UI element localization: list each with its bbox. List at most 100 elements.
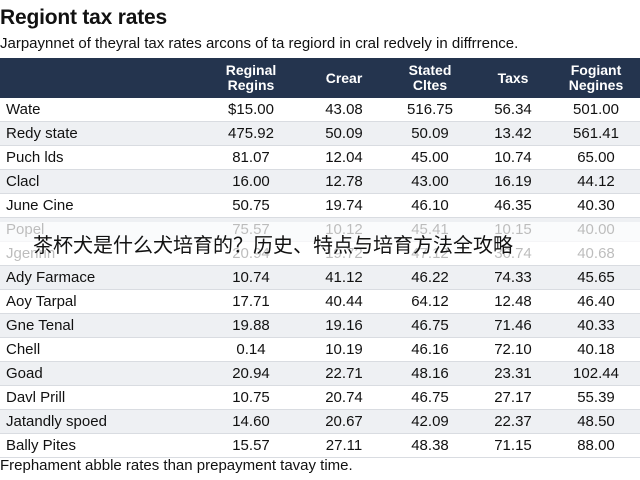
rate-cell: 19.16 bbox=[302, 313, 386, 338]
row-label: Jatandly spoed bbox=[0, 409, 200, 434]
rate-cell: 45.65 bbox=[552, 265, 640, 290]
table-row: Gne Tenal 19.88 19.16 46.75 71.46 40.33 bbox=[0, 313, 640, 338]
caption-overlay-band bbox=[0, 222, 640, 264]
rate-cell: 42.09 bbox=[386, 409, 474, 434]
rate-cell: 64.12 bbox=[386, 289, 474, 314]
rate-cell: 46.16 bbox=[386, 337, 474, 362]
table-row: Wate $15.00 43.08 516.75 56.34 501.00 bbox=[0, 98, 640, 122]
table-row: Chell 0.14 10.19 46.16 72.10 40.18 bbox=[0, 337, 640, 362]
rate-cell: 19.74 bbox=[302, 193, 386, 218]
table-row: Bally Pites 15.57 27.11 48.38 71.15 88.00 bbox=[0, 433, 640, 458]
rate-cell: 46.75 bbox=[386, 313, 474, 338]
rate-cell: 19.88 bbox=[200, 313, 302, 338]
table-row: Ady Farmace 10.74 41.12 46.22 74.33 45.65 bbox=[0, 265, 640, 290]
header-cell-2: Crear bbox=[325, 69, 363, 86]
table-row: Redy state 475.92 50.09 50.09 13.42 561.41 bbox=[0, 121, 640, 146]
header-cell-1: Reginal Regins bbox=[225, 62, 277, 93]
rate-cell: 16.00 bbox=[200, 169, 302, 194]
row-label: Bally Pites bbox=[0, 433, 200, 458]
rate-cell: 13.42 bbox=[474, 121, 552, 146]
rate-cell: 12.78 bbox=[302, 169, 386, 194]
rate-cell: 27.11 bbox=[302, 433, 386, 458]
row-label: Goad bbox=[0, 361, 200, 386]
tax-rate-table: Reginal Regins Crear Stated Cltes Taxs Fogiant… bbox=[0, 58, 640, 458]
rate-cell: 65.00 bbox=[552, 145, 640, 170]
rate-cell: 46.75 bbox=[386, 385, 474, 410]
rate-cell: 20.74 bbox=[302, 385, 386, 410]
rate-cell: 22.37 bbox=[474, 409, 552, 434]
row-label: Puch lds bbox=[0, 145, 200, 170]
rate-cell: 17.71 bbox=[200, 289, 302, 314]
header-cell-4: Taxs bbox=[497, 69, 529, 86]
rate-cell: 516.75 bbox=[386, 98, 474, 122]
row-label: Ady Farmace bbox=[0, 265, 200, 290]
rate-cell: 41.12 bbox=[302, 265, 386, 290]
row-label: Wate bbox=[0, 98, 200, 122]
rate-cell: 56.34 bbox=[474, 98, 552, 122]
rate-cell: 43.08 bbox=[302, 98, 386, 122]
table-row: Jatandly spoed 14.60 20.67 42.09 22.37 48.50 bbox=[0, 409, 640, 434]
rate-cell: 475.92 bbox=[200, 121, 302, 146]
rate-cell: 48.50 bbox=[552, 409, 640, 434]
rate-cell: 81.07 bbox=[200, 145, 302, 170]
table-row: June Cine 50.75 19.74 46.10 46.35 40.30 bbox=[0, 193, 640, 218]
rate-cell: 20.67 bbox=[302, 409, 386, 434]
rate-cell: 12.48 bbox=[474, 289, 552, 314]
header-cell-3: Stated Cltes bbox=[408, 62, 452, 93]
rate-cell: 71.15 bbox=[474, 433, 552, 458]
rate-cell: 23.31 bbox=[474, 361, 552, 386]
rate-cell: 46.35 bbox=[474, 193, 552, 218]
rate-cell: 15.57 bbox=[200, 433, 302, 458]
row-label: Chell bbox=[0, 337, 200, 362]
rate-cell: 43.00 bbox=[386, 169, 474, 194]
rate-cell: 10.75 bbox=[200, 385, 302, 410]
rate-cell: 88.00 bbox=[552, 433, 640, 458]
rate-cell: 12.04 bbox=[302, 145, 386, 170]
rate-cell: 16.19 bbox=[474, 169, 552, 194]
table-row: Puch lds 81.07 12.04 45.00 10.74 65.00 bbox=[0, 145, 640, 170]
rate-cell: 40.33 bbox=[552, 313, 640, 338]
rate-cell: 14.60 bbox=[200, 409, 302, 434]
rate-cell: 46.40 bbox=[552, 289, 640, 314]
rate-cell: 10.19 bbox=[302, 337, 386, 362]
page-title: Regiont tax rates bbox=[0, 6, 167, 29]
rate-cell: 10.74 bbox=[200, 265, 302, 290]
rate-cell: 501.00 bbox=[552, 98, 640, 122]
rate-cell: 46.22 bbox=[386, 265, 474, 290]
rate-cell: 50.09 bbox=[302, 121, 386, 146]
table-row: Goad 20.94 22.71 48.16 23.31 102.44 bbox=[0, 361, 640, 386]
rate-cell: 22.71 bbox=[302, 361, 386, 386]
rate-cell: 20.94 bbox=[200, 361, 302, 386]
caption-overlay-text: 茶杯犬是什么犬培育的？历史、特点与培育方法全攻略 bbox=[33, 233, 513, 257]
row-label: Aoy Tarpal bbox=[0, 289, 200, 314]
rate-cell: 44.12 bbox=[552, 169, 640, 194]
row-label: June Cine bbox=[0, 193, 200, 218]
table-row: Clacl 16.00 12.78 43.00 16.19 44.12 bbox=[0, 169, 640, 194]
rate-cell: 561.41 bbox=[552, 121, 640, 146]
row-label: Clacl bbox=[0, 169, 200, 194]
rate-cell: 45.00 bbox=[386, 145, 474, 170]
rate-cell: $15.00 bbox=[200, 98, 302, 122]
table-row: Aoy Tarpal 17.71 40.44 64.12 12.48 46.40 bbox=[0, 289, 640, 314]
rate-cell: 40.18 bbox=[552, 337, 640, 362]
rate-cell: 46.10 bbox=[386, 193, 474, 218]
rate-cell: 48.38 bbox=[386, 433, 474, 458]
row-label: Redy state bbox=[0, 121, 200, 146]
rate-cell: 48.16 bbox=[386, 361, 474, 386]
rate-cell: 102.44 bbox=[552, 361, 640, 386]
row-label: Davl Prill bbox=[0, 385, 200, 410]
row-label: Gne Tenal bbox=[0, 313, 200, 338]
rate-cell: 0.14 bbox=[200, 337, 302, 362]
header-row: Reginal Regins Crear Stated Cltes Taxs Fogiant… bbox=[0, 58, 640, 98]
rate-cell: 10.74 bbox=[474, 145, 552, 170]
rate-cell: 71.46 bbox=[474, 313, 552, 338]
rate-cell: 40.44 bbox=[302, 289, 386, 314]
rate-cell: 50.75 bbox=[200, 193, 302, 218]
table-row: Davl Prill 10.75 20.74 46.75 27.17 55.39 bbox=[0, 385, 640, 410]
rate-cell: 74.33 bbox=[474, 265, 552, 290]
table-body: Wate $15.00 43.08 516.75 56.34 501.00 Redy sta… bbox=[0, 98, 640, 458]
rate-cell: 55.39 bbox=[552, 385, 640, 410]
page-subtitle: Jarpaynnet of theyral tax rates arcons o… bbox=[0, 35, 519, 52]
rate-cell: 50.09 bbox=[386, 121, 474, 146]
table-header: Reginal Regins Crear Stated Cltes Taxs Fogiant… bbox=[0, 58, 640, 98]
